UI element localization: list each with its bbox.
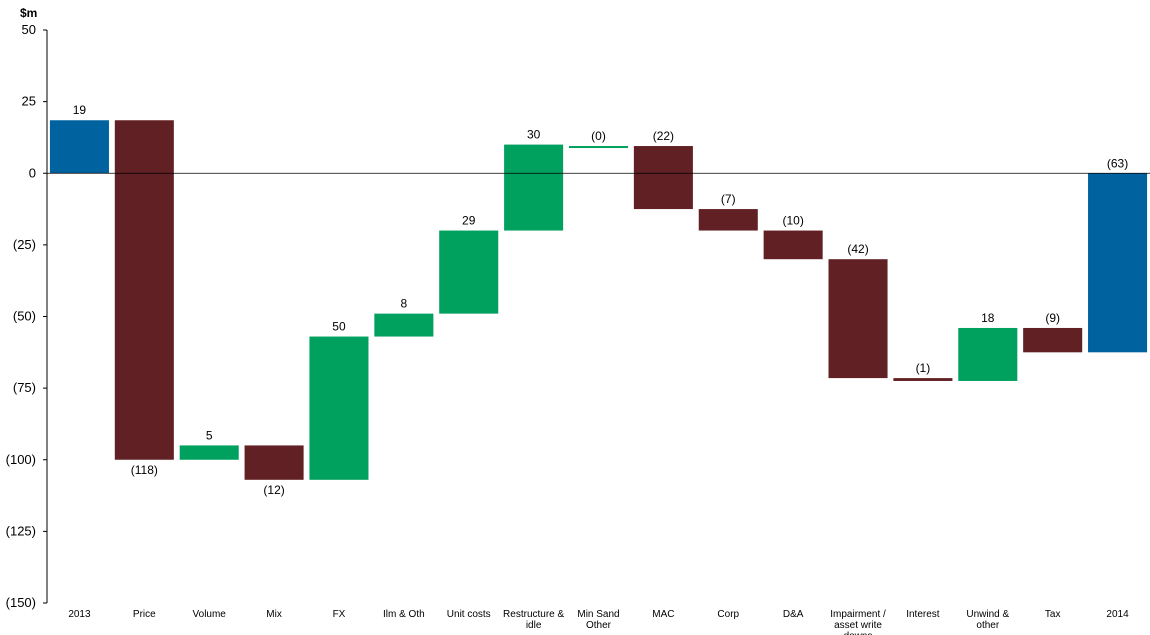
x-category-label: Min Sand bbox=[577, 609, 619, 620]
bar-unit-costs bbox=[439, 230, 499, 314]
data-label: 18 bbox=[981, 311, 995, 325]
bar-restructure-idle bbox=[504, 144, 564, 231]
x-category-label: Tax bbox=[1045, 609, 1061, 620]
bar-mac bbox=[633, 146, 693, 210]
bar-d-a bbox=[763, 230, 823, 260]
y-axis-unit-label: $m bbox=[20, 6, 37, 20]
y-tick-label: 50 bbox=[22, 22, 36, 37]
y-tick-label: (25) bbox=[13, 237, 36, 252]
y-tick-label: (125) bbox=[6, 523, 36, 538]
bar-min-sand-other bbox=[568, 146, 629, 149]
x-category-label: Ilm & Oth bbox=[383, 609, 425, 620]
data-label: (42) bbox=[847, 242, 868, 256]
y-axis: 50 25 0 (25) (50) (75) (100) (125) (150) bbox=[6, 22, 48, 610]
x-category-label: FX bbox=[333, 609, 346, 620]
x-category-label: other bbox=[976, 620, 999, 631]
x-category-label: Price bbox=[133, 609, 156, 620]
y-tick-label: (50) bbox=[13, 309, 36, 324]
data-label: 5 bbox=[206, 428, 213, 442]
data-labels: 19 (118) 5 (12) 50 8 29 30 (0) (22) (7) (10) (42) (1)… bbox=[73, 103, 1128, 497]
data-label: (22) bbox=[653, 129, 674, 143]
y-tick-label: (100) bbox=[6, 452, 36, 467]
bar-2013 bbox=[49, 120, 109, 174]
x-category-label: Restructure & bbox=[503, 609, 564, 620]
data-label: (0) bbox=[591, 129, 606, 143]
bar-tax bbox=[1023, 327, 1083, 353]
x-category-label: Mix bbox=[266, 609, 282, 620]
bar-impairment-asset-write-downs bbox=[828, 259, 888, 379]
x-category-label: Corp bbox=[717, 609, 739, 620]
x-category-label: Other bbox=[586, 620, 612, 631]
data-label: 29 bbox=[462, 214, 476, 228]
x-category-label: asset write bbox=[834, 620, 882, 631]
x-category-label: 2013 bbox=[68, 609, 91, 620]
bar-corp bbox=[698, 209, 758, 231]
bar-price bbox=[114, 120, 174, 460]
x-category-label: D&A bbox=[783, 609, 804, 620]
bar-2014 bbox=[1088, 173, 1148, 353]
data-label: (118) bbox=[131, 463, 158, 477]
x-category-label: downs bbox=[844, 631, 873, 635]
x-category-label: idle bbox=[526, 620, 542, 631]
data-label: 30 bbox=[527, 128, 541, 142]
bar-ilm-oth bbox=[374, 313, 434, 337]
data-label: 19 bbox=[73, 103, 87, 117]
y-tick-label: 25 bbox=[22, 94, 36, 109]
y-tick-label: 0 bbox=[29, 165, 36, 180]
data-label: 8 bbox=[401, 297, 408, 311]
bar-unwind-other bbox=[958, 327, 1018, 381]
x-category-label: Unwind & bbox=[966, 609, 1009, 620]
data-label: (12) bbox=[263, 483, 284, 497]
y-tick-label: (150) bbox=[6, 595, 36, 610]
bars bbox=[49, 120, 1148, 480]
data-label: (63) bbox=[1107, 156, 1128, 170]
data-label: (9) bbox=[1045, 311, 1060, 325]
bar-interest bbox=[893, 378, 953, 381]
y-tick-label: (75) bbox=[13, 380, 36, 395]
bar-fx bbox=[309, 336, 369, 480]
bar-mix bbox=[244, 445, 304, 480]
x-category-label: Interest bbox=[906, 609, 940, 620]
x-category-label: Unit costs bbox=[447, 609, 491, 620]
x-category-label: 2014 bbox=[1106, 609, 1129, 620]
x-category-label: MAC bbox=[652, 609, 674, 620]
data-label: (1) bbox=[916, 361, 931, 375]
x-category-label: Impairment / bbox=[830, 609, 886, 620]
data-label: 50 bbox=[332, 320, 346, 334]
x-axis-labels: 2013 Price Volume Mix FX Ilm & Oth Unit costs R… bbox=[68, 609, 1129, 635]
x-category-label: Volume bbox=[193, 609, 227, 620]
data-label: (10) bbox=[782, 214, 803, 228]
bar-volume bbox=[179, 445, 239, 460]
data-label: (7) bbox=[721, 192, 736, 206]
